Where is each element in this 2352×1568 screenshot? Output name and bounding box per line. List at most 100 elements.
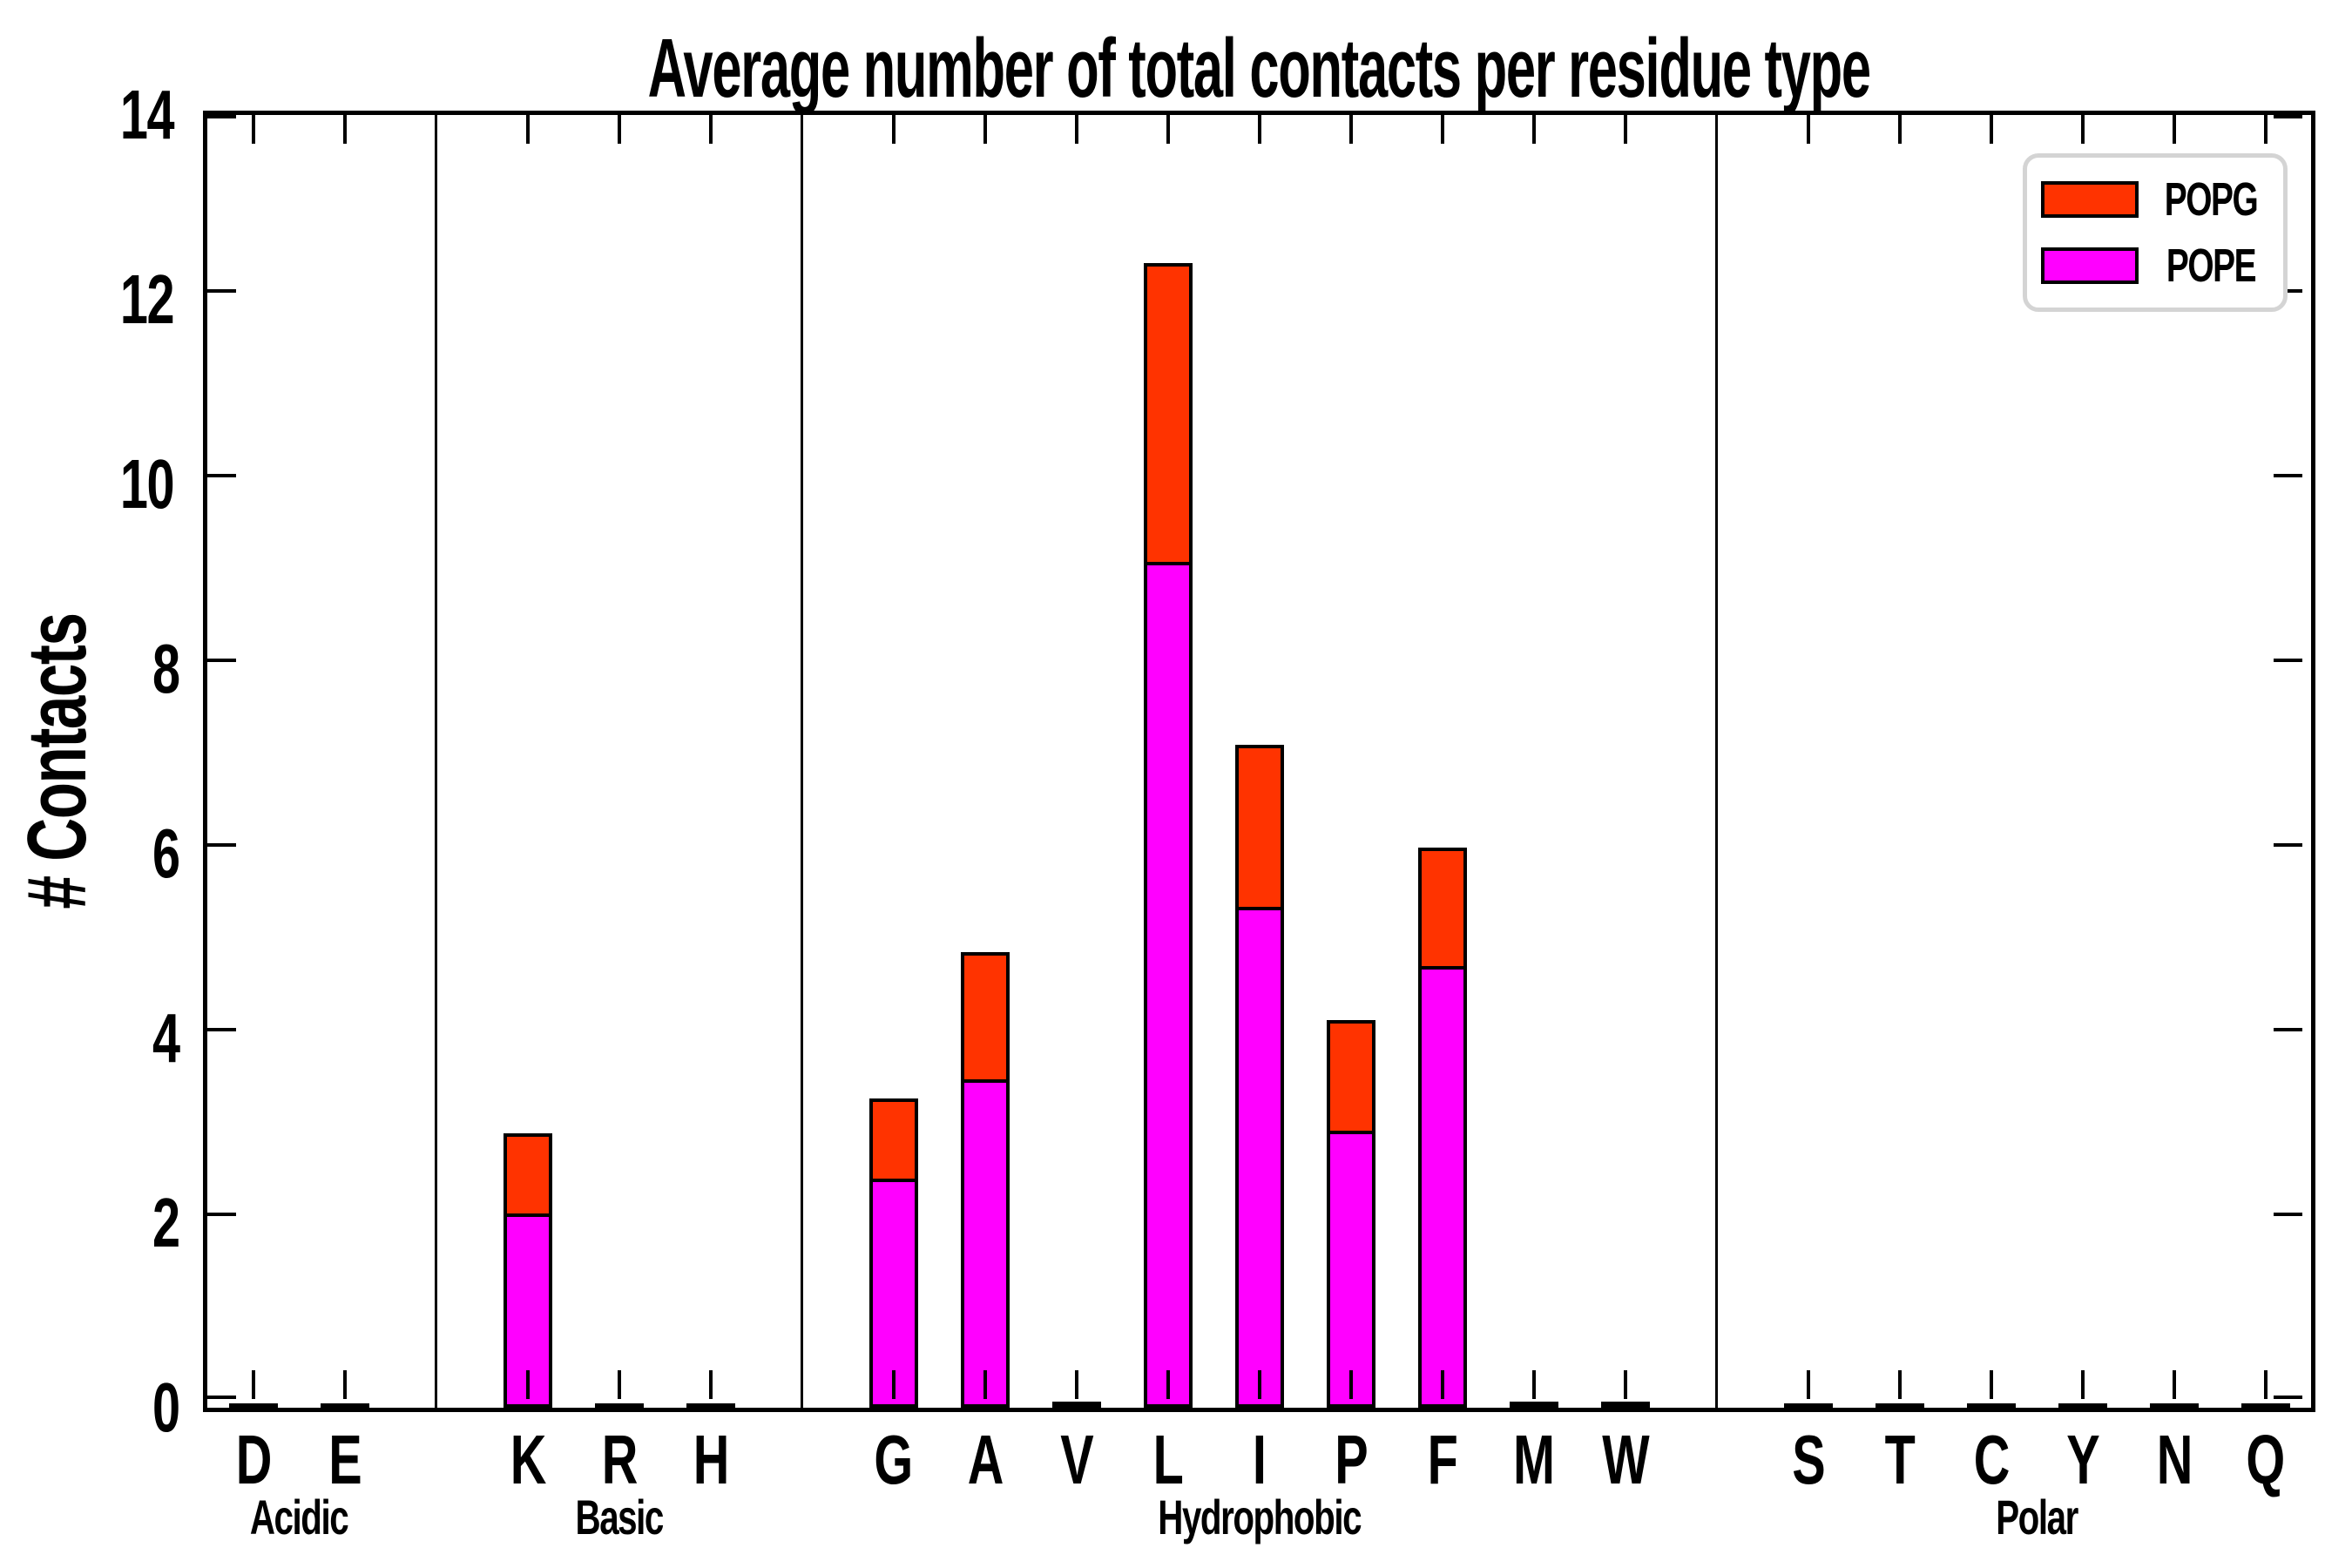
x-tick-label-F: F (1355, 1423, 1530, 1497)
x-tick-bottom-H (708, 1370, 713, 1399)
x-tick-bottom-I (1257, 1370, 1261, 1399)
x-tick-label-S: S (1721, 1423, 1896, 1497)
x-tick-top-V (1074, 115, 1078, 144)
y-tick-label-12: 12 (0, 261, 184, 338)
x-tick-bottom-C (1989, 1370, 1993, 1399)
y-tick-label-10: 10 (0, 446, 184, 523)
group-label-acidic-text: Acidic (249, 1490, 349, 1544)
x-tick-label-G-text: G (874, 1421, 914, 1498)
y-tick-left-12 (207, 289, 236, 293)
group-label-hydrophobic: Hydrophobic (1085, 1491, 1434, 1544)
x-tick-label-W-text: W (1602, 1421, 1649, 1498)
y-tick-left-10 (207, 474, 236, 477)
y-tick-label-4-text: 4 (152, 999, 179, 1077)
x-tick-label-T: T (1813, 1423, 1987, 1497)
y-tick-label-2: 2 (0, 1185, 184, 1261)
bar-S (1783, 1402, 1833, 1408)
bar-T (1875, 1402, 1924, 1408)
x-tick-label-Y-text: Y (2066, 1421, 2099, 1498)
y-tick-left-4 (207, 1028, 236, 1031)
bar-H (686, 1402, 735, 1408)
y-tick-left-2 (207, 1213, 236, 1216)
legend: POPG POPE (2023, 153, 2288, 312)
y-axis-label: # Contacts (10, 557, 105, 967)
bar-M (1509, 1401, 1558, 1408)
x-tick-label-V: V (990, 1423, 1164, 1497)
x-tick-label-D: D (166, 1423, 341, 1497)
x-tick-top-C (1989, 115, 1993, 144)
x-tick-label-W: W (1538, 1423, 1713, 1497)
group-label-polar: Polar (1862, 1491, 2211, 1544)
x-tick-label-M: M (1447, 1423, 1621, 1497)
x-tick-bottom-M (1531, 1370, 1536, 1399)
x-tick-bottom-E (342, 1370, 347, 1399)
x-tick-label-L: L (1081, 1423, 1255, 1497)
legend-swatch-pope (2041, 247, 2139, 284)
legend-row-popg: POPG (2041, 172, 2283, 226)
y-tick-label-14-text: 14 (119, 76, 175, 153)
y-tick-right-2 (2274, 1213, 2302, 1216)
x-tick-label-R-text: R (601, 1421, 638, 1498)
y-tick-left-14 (207, 115, 236, 118)
x-tick-label-K-text: K (510, 1421, 546, 1498)
legend-label-popg: POPG (2139, 172, 2283, 226)
x-tick-top-M (1531, 115, 1536, 144)
bar-C (1966, 1402, 2016, 1408)
bar-Y (2058, 1402, 2107, 1408)
x-tick-top-K (525, 115, 530, 144)
bar-Q (2240, 1402, 2290, 1408)
x-tick-top-S (1806, 115, 1810, 144)
x-tick-label-A: A (898, 1423, 1072, 1497)
y-tick-label-2-text: 2 (152, 1184, 179, 1261)
bar-G (868, 1098, 918, 1408)
x-tick-top-Y (2080, 115, 2085, 144)
x-tick-label-K: K (441, 1423, 615, 1497)
bar-segment-pope-P (1329, 1131, 1372, 1404)
x-tick-bottom-T (1897, 1370, 1902, 1399)
x-tick-top-T (1897, 115, 1902, 144)
bar-segment-pope-A (963, 1078, 1006, 1404)
y-tick-right-4 (2274, 1028, 2302, 1031)
x-tick-label-Q: Q (2179, 1423, 2352, 1497)
x-tick-top-G (891, 115, 896, 144)
y-tick-label-6: 6 (0, 815, 184, 892)
x-tick-top-A (983, 115, 987, 144)
x-tick-bottom-A (983, 1370, 987, 1399)
y-tick-label-0: 0 (0, 1369, 184, 1446)
y-tick-label-12-text: 12 (119, 260, 175, 338)
x-tick-label-Y: Y (1996, 1423, 2170, 1497)
y-tick-right-10 (2274, 474, 2302, 477)
bar-A (960, 952, 1010, 1408)
bar-segment-pope-G (872, 1179, 915, 1404)
group-label-acidic: Acidic (125, 1491, 473, 1544)
group-label-polar-text: Polar (1996, 1490, 2078, 1544)
x-tick-bottom-G (891, 1370, 896, 1399)
chart-title: Average number of total contacts per res… (166, 21, 2352, 117)
bar-W (1600, 1401, 1650, 1408)
x-tick-label-G: G (807, 1423, 981, 1497)
x-tick-top-D (251, 115, 255, 144)
x-tick-label-F-text: F (1427, 1421, 1458, 1498)
x-tick-label-I-text: I (1253, 1421, 1267, 1498)
x-tick-top-R (617, 115, 621, 144)
y-tick-right-0 (2274, 1396, 2302, 1399)
x-tick-label-S-text: S (1792, 1421, 1825, 1498)
legend-label-text-popg: POPG (2164, 173, 2259, 226)
x-tick-label-E-text: E (328, 1421, 362, 1498)
x-tick-bottom-F (1440, 1370, 1444, 1399)
y-tick-label-6-text: 6 (152, 814, 179, 892)
group-divider-2 (1714, 115, 1718, 1408)
x-tick-bottom-R (617, 1370, 621, 1399)
group-divider-1 (800, 115, 803, 1408)
x-tick-top-F (1440, 115, 1444, 144)
x-tick-label-T-text: T (1884, 1421, 1916, 1498)
bar-I (1234, 744, 1284, 1408)
x-tick-bottom-Y (2080, 1370, 2085, 1399)
x-tick-label-N-text: N (2156, 1421, 2193, 1498)
y-tick-right-12 (2274, 289, 2302, 293)
x-tick-label-E: E (258, 1423, 432, 1497)
y-tick-left-0 (207, 1396, 236, 1399)
bar-N (2149, 1402, 2199, 1408)
bar-K (503, 1133, 552, 1408)
